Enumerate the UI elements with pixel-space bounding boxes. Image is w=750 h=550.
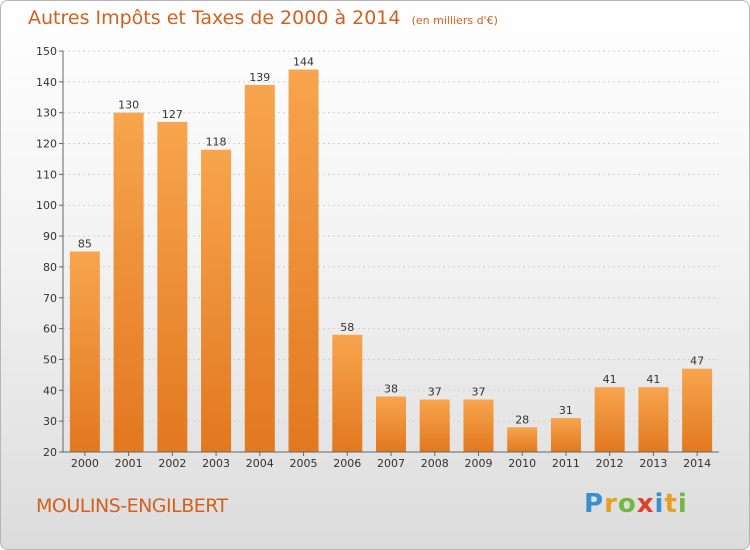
bar-2014 (682, 368, 713, 452)
chart-title: Autres Impôts et Taxes de 2000 à 2014 (28, 7, 401, 29)
y-tick-label: 60 (43, 323, 57, 336)
y-tick-label: 150 (36, 45, 57, 58)
x-tick-label-2010: 2010 (508, 457, 536, 470)
x-tick-label-2008: 2008 (421, 457, 449, 470)
x-tick-label-2005: 2005 (290, 457, 318, 470)
logo-letter: t (664, 489, 678, 519)
data-label-2011: 31 (559, 404, 573, 417)
bar-2000 (69, 251, 100, 452)
data-label-2013: 41 (646, 373, 660, 386)
x-tick-label-2013: 2013 (639, 457, 667, 470)
data-label-2000: 85 (78, 238, 92, 251)
logo-letter: o (617, 489, 637, 519)
axes: 20 30 40 50 60 70 80 90 100 110 120 130 140 150 2000 20… (36, 45, 719, 470)
y-tick-label: 110 (36, 168, 57, 181)
y-tick-label: 40 (43, 384, 57, 397)
logo-letter: r (604, 489, 618, 519)
y-tick-label: 80 (43, 261, 57, 274)
logo-letter: P (584, 489, 605, 519)
x-tick-label-2004: 2004 (246, 457, 274, 470)
logo-letter: x (636, 489, 655, 519)
proxiti-logo: Proxiti (584, 489, 688, 519)
bars (69, 69, 713, 452)
x-tick-label-2006: 2006 (333, 457, 361, 470)
bar-2002 (157, 121, 188, 452)
bar-2010 (507, 427, 538, 452)
data-label-2014: 47 (690, 355, 704, 368)
y-tick-label: 20 (43, 446, 57, 459)
x-tick-label-2001: 2001 (115, 457, 143, 470)
bar-2013 (638, 387, 669, 452)
data-label-2012: 41 (603, 373, 617, 386)
bar-2004 (244, 84, 275, 452)
logo-letter: i (654, 489, 665, 519)
data-label-2008: 37 (428, 386, 442, 399)
bar-2007 (376, 396, 406, 452)
x-tick-label-2007: 2007 (377, 457, 405, 470)
x-tick-label-2012: 2012 (596, 457, 624, 470)
commune-name: MOULINS-ENGILBERT (36, 495, 228, 517)
y-tick-label: 30 (43, 415, 57, 428)
bar-2011 (550, 418, 581, 452)
y-tick-label: 50 (43, 353, 57, 366)
data-label-2001: 130 (118, 99, 139, 112)
x-tick-label-2002: 2002 (158, 457, 186, 470)
bar-2005 (288, 69, 319, 452)
x-tick-label-2000: 2000 (71, 457, 99, 470)
y-tick-label: 90 (43, 230, 57, 243)
y-tick-label: 130 (36, 107, 57, 120)
bar-2003 (201, 149, 232, 452)
data-label-2005: 144 (293, 56, 314, 69)
chart-unit: (en milliers d'€) (411, 14, 498, 27)
data-label-2010: 28 (515, 413, 529, 426)
logo-letter: i (677, 489, 688, 519)
data-label-2003: 118 (206, 136, 227, 149)
bar-2006 (332, 334, 363, 452)
x-tick-label-2003: 2003 (202, 457, 230, 470)
data-label-2007: 38 (384, 382, 398, 395)
y-tick-label: 120 (36, 138, 57, 151)
x-tick-label-2014: 2014 (683, 457, 711, 470)
chart-title-block: Autres Impôts et Taxes de 2000 à 2014 (e… (28, 7, 498, 29)
data-label-2006: 58 (340, 321, 354, 334)
data-labels: 85 130 127 118 139 144 58 38 37 37 28 31 41 41 47 (78, 56, 704, 427)
data-label-2009: 37 (471, 386, 485, 399)
data-label-2004: 139 (249, 71, 270, 84)
x-tick-label-2009: 2009 (464, 457, 492, 470)
bar-2012 (594, 387, 625, 452)
bar-2008 (419, 399, 450, 452)
x-tick-label-2011: 2011 (552, 457, 580, 470)
y-tick-label: 70 (43, 292, 57, 305)
y-tick-label: 100 (36, 199, 57, 212)
bar-2001 (113, 112, 144, 452)
data-label-2002: 127 (162, 108, 183, 121)
bar-2009 (463, 399, 494, 452)
y-tick-label: 140 (36, 76, 57, 89)
